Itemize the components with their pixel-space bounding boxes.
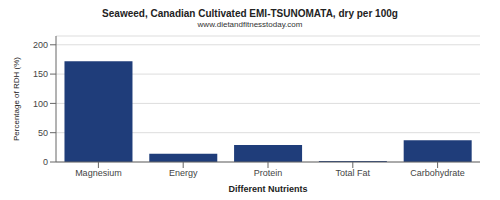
svg-text:Protein: Protein <box>254 168 283 178</box>
svg-text:150: 150 <box>33 69 48 79</box>
svg-text:Carbohydrate: Carbohydrate <box>410 168 465 178</box>
svg-text:Magnesium: Magnesium <box>75 168 122 178</box>
svg-text:Energy: Energy <box>169 168 198 178</box>
svg-text:Different Nutrients: Different Nutrients <box>228 184 307 192</box>
svg-text:100: 100 <box>33 99 48 109</box>
svg-text:50: 50 <box>38 128 48 138</box>
svg-text:Total Fat: Total Fat <box>336 168 371 178</box>
html-text:Seaweed, Canadian Cultivated E: Seaweed, Canadian Cultivated EMI-TSUNOMA… <box>102 8 398 19</box>
svg-text:0: 0 <box>43 157 48 167</box>
svg-text:200: 200 <box>33 40 48 50</box>
svg-text:Percentage of RDH (%): Percentage of RDH (%) <box>12 57 21 141</box>
html-text:www.dietandfitnesstoday.com: www.dietandfitnesstoday.com <box>197 20 303 29</box>
